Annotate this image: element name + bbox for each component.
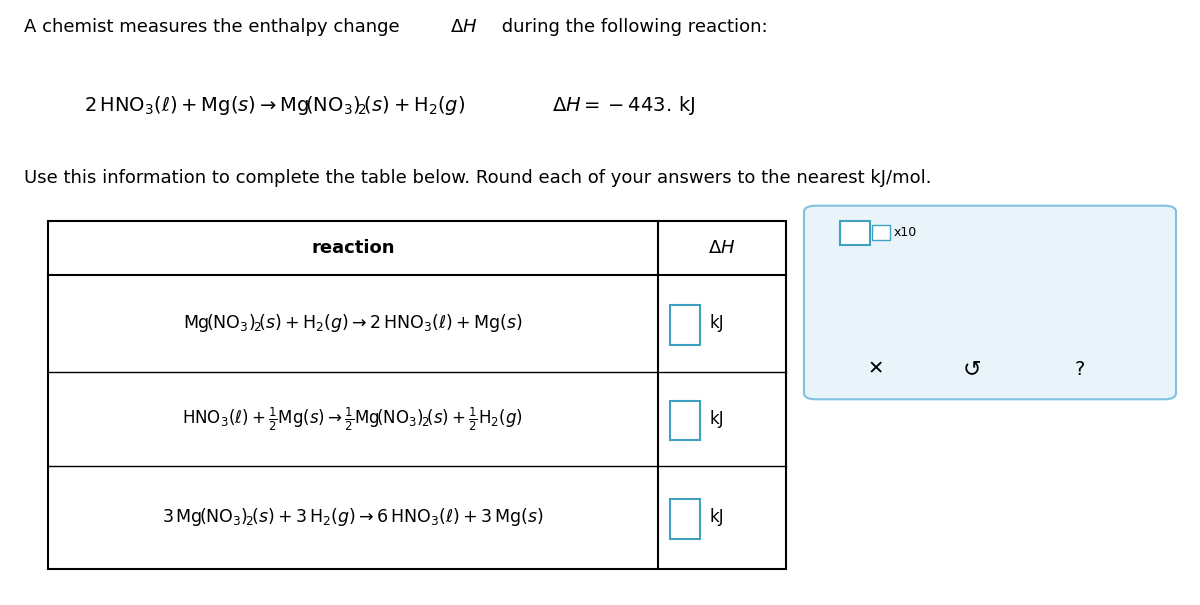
Bar <box>840 221 870 245</box>
Text: ?: ? <box>1075 359 1085 379</box>
Bar <box>670 401 700 440</box>
Bar <box>48 221 786 569</box>
Text: $\mathrm{HNO_3}(\ell) + \frac{1}{2}\mathrm{Mg}(s) \rightarrow \frac{1}{2}\mathrm: $\mathrm{HNO_3}(\ell) + \frac{1}{2}\math… <box>182 405 523 433</box>
Bar <box>670 306 700 345</box>
Text: ✕: ✕ <box>868 359 884 379</box>
Text: reaction: reaction <box>311 239 395 257</box>
Text: $\Delta H$: $\Delta H$ <box>450 18 478 36</box>
Bar <box>872 225 890 240</box>
FancyBboxPatch shape <box>804 206 1176 399</box>
Text: kJ: kJ <box>709 508 724 526</box>
Text: $3\,\mathrm{Mg}\!\left(\mathrm{NO_3}\right)_{\!2}\!(s) + 3\,\mathrm{H_2}(g) \rig: $3\,\mathrm{Mg}\!\left(\mathrm{NO_3}\rig… <box>162 506 544 528</box>
Text: kJ: kJ <box>709 315 724 333</box>
Text: $\Delta H = -443.\,\mathrm{kJ}$: $\Delta H = -443.\,\mathrm{kJ}$ <box>552 94 695 117</box>
Text: $2\,\mathrm{HNO_3}(\ell) + \mathrm{Mg}(s) \rightarrow \mathrm{Mg}\!\left(\mathrm: $2\,\mathrm{HNO_3}(\ell) + \mathrm{Mg}(s… <box>84 94 466 117</box>
Text: $\Delta H$: $\Delta H$ <box>708 239 736 257</box>
Text: kJ: kJ <box>709 410 724 428</box>
Text: during the following reaction:: during the following reaction: <box>496 18 767 36</box>
Text: Use this information to complete the table below. Round each of your answers to : Use this information to complete the tab… <box>24 169 931 188</box>
Text: $\mathrm{Mg}\!\left(\mathrm{NO_3}\right)_{\!2}\!(s) + \mathrm{H_2}(g) \rightarro: $\mathrm{Mg}\!\left(\mathrm{NO_3}\right)… <box>182 312 523 335</box>
Bar <box>670 499 700 538</box>
Text: A chemist measures the enthalpy change: A chemist measures the enthalpy change <box>24 18 406 36</box>
Text: x10: x10 <box>894 226 917 240</box>
Text: ↺: ↺ <box>962 359 982 379</box>
